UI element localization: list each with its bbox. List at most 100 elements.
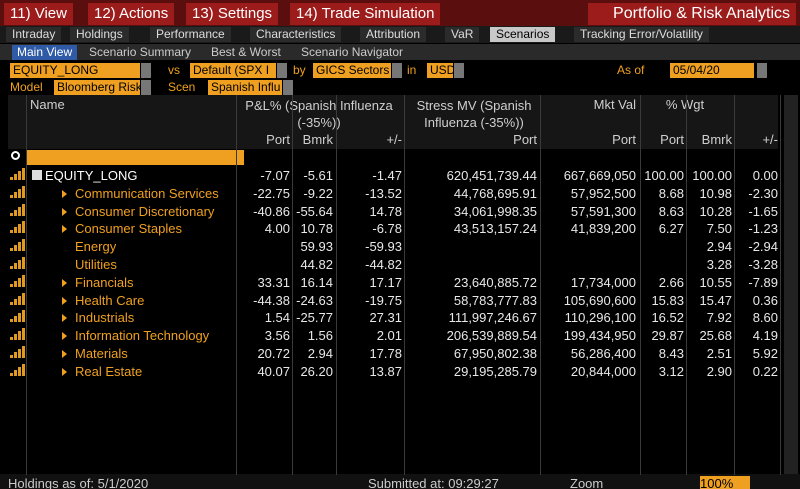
- label: by: [293, 63, 306, 77]
- tab[interactable]: VaR: [445, 27, 480, 42]
- row-icon: [18, 366, 21, 376]
- cell: 16.52: [651, 310, 684, 326]
- row-name[interactable]: Consumer Discretionary: [75, 203, 215, 219]
- tab[interactable]: Attribution: [360, 27, 427, 42]
- model-field[interactable]: Bloomberg Risk: [54, 80, 140, 95]
- dropdown[interactable]: [277, 63, 287, 78]
- expand-arrow[interactable]: [62, 189, 67, 198]
- expand-arrow[interactable]: [62, 314, 67, 323]
- dropdown[interactable]: [454, 63, 464, 78]
- row-icon: [18, 188, 21, 198]
- scenario-field[interactable]: Spanish Influ: [208, 80, 282, 95]
- expand-arrow[interactable]: [62, 278, 67, 287]
- cell: 23,640,885.72: [453, 274, 537, 290]
- cell: 2.90: [706, 363, 732, 379]
- cell: 10.55: [699, 274, 732, 290]
- cell: 8.63: [658, 203, 684, 219]
- menu-item[interactable]: 12) Actions: [88, 3, 175, 25]
- row-name[interactable]: Financials: [75, 274, 134, 290]
- scrollbar[interactable]: [784, 95, 798, 475]
- row-name[interactable]: Health Care: [75, 292, 145, 308]
- row-icon: [18, 242, 21, 252]
- cell: 2.94: [307, 346, 333, 361]
- subtab[interactable]: Main View: [12, 45, 78, 60]
- row-icon: [22, 168, 25, 180]
- portfolio-field[interactable]: EQUITY_LONG: [10, 63, 140, 78]
- row-icon: [14, 298, 17, 305]
- menu-item[interactable]: 14) Trade Simulation: [290, 3, 441, 25]
- row-icon: [10, 194, 13, 198]
- row-icon: [22, 185, 25, 198]
- row-name[interactable]: Information Technology: [75, 328, 210, 344]
- row-icon: [18, 224, 21, 234]
- grouping-field[interactable]: GICS Sectors: [313, 63, 391, 78]
- menu-item[interactable]: 13) Settings: [186, 3, 279, 25]
- search-box[interactable]: [26, 150, 244, 165]
- tab[interactable]: Intraday: [6, 27, 62, 42]
- tab[interactable]: Characteristics: [250, 27, 342, 42]
- cell: 1.54: [264, 310, 290, 326]
- benchmark-field[interactable]: Default (SPX I: [190, 63, 276, 78]
- expand-arrow[interactable]: [62, 225, 67, 234]
- dropdown[interactable]: [392, 63, 402, 78]
- dropdown[interactable]: [141, 80, 151, 95]
- footer-text: Holdings as of: 5/1/2020: [8, 476, 149, 489]
- dropdown[interactable]: [283, 80, 293, 95]
- row-name[interactable]: Materials: [75, 346, 128, 361]
- row-icon: [14, 174, 17, 180]
- calendar-button[interactable]: [757, 63, 767, 78]
- cell: -13.52: [365, 185, 402, 201]
- subtab[interactable]: Best & Worst: [211, 45, 281, 59]
- zoom-field[interactable]: 100%: [700, 476, 750, 489]
- expand-icon[interactable]: [32, 170, 42, 180]
- row-icon: [10, 230, 13, 234]
- row-icon: [10, 319, 13, 323]
- cell: -1.23: [748, 221, 778, 237]
- cell: 206,539,889.54: [446, 328, 537, 344]
- tab[interactable]: Scenarios: [490, 27, 556, 42]
- row-icon: [18, 313, 21, 323]
- dropdown[interactable]: [141, 63, 151, 78]
- row-icon: [18, 349, 21, 358]
- menu-item[interactable]: 11) View: [4, 3, 73, 25]
- row-name[interactable]: EQUITY_LONG: [45, 168, 138, 183]
- expand-arrow[interactable]: [62, 296, 67, 305]
- search-icon[interactable]: [11, 151, 20, 160]
- row-name[interactable]: Utilities: [75, 257, 117, 272]
- row-icon: [10, 301, 13, 305]
- cell: -2.30: [748, 185, 778, 201]
- row-icon: [14, 245, 17, 252]
- expand-arrow[interactable]: [62, 332, 67, 341]
- expand-arrow[interactable]: [62, 367, 67, 376]
- expand-arrow[interactable]: [62, 207, 67, 216]
- row-name[interactable]: Consumer Staples: [75, 221, 182, 237]
- column-divider: [734, 95, 735, 475]
- cell: 56,286,400: [570, 346, 636, 361]
- cell: 10.28: [699, 203, 732, 219]
- cell: 3.12: [658, 363, 684, 379]
- row-name[interactable]: Energy: [75, 239, 117, 255]
- date-field[interactable]: 05/04/20: [670, 63, 754, 78]
- row-icon: [14, 352, 17, 358]
- row-icon: [14, 334, 17, 341]
- currency-field[interactable]: USD: [427, 63, 453, 78]
- cell: -1.65: [748, 203, 778, 219]
- row-name[interactable]: Industrials: [75, 310, 135, 326]
- column-divider: [236, 95, 237, 475]
- cell: -9.22: [303, 185, 333, 201]
- row-icon: [14, 191, 17, 198]
- column-header: Stress MV (Spanish Influenza (-35%)): [416, 98, 532, 130]
- tab[interactable]: Holdings: [70, 27, 129, 42]
- subtab[interactable]: Scenario Navigator: [301, 45, 404, 59]
- column-subheader: Port: [612, 132, 636, 147]
- column-header: % Wgt: [665, 97, 705, 112]
- row-name[interactable]: Real Estate: [75, 363, 143, 379]
- cell: 41,839,200: [570, 221, 636, 237]
- subtab[interactable]: Scenario Summary: [89, 45, 192, 59]
- row-name[interactable]: Communication Services: [75, 185, 219, 201]
- expand-arrow[interactable]: [62, 350, 67, 358]
- cell: 15.47: [699, 292, 732, 308]
- tab[interactable]: Performance: [150, 27, 231, 42]
- footer-bar: [0, 474, 800, 489]
- tab[interactable]: Tracking Error/Volatility: [574, 27, 709, 42]
